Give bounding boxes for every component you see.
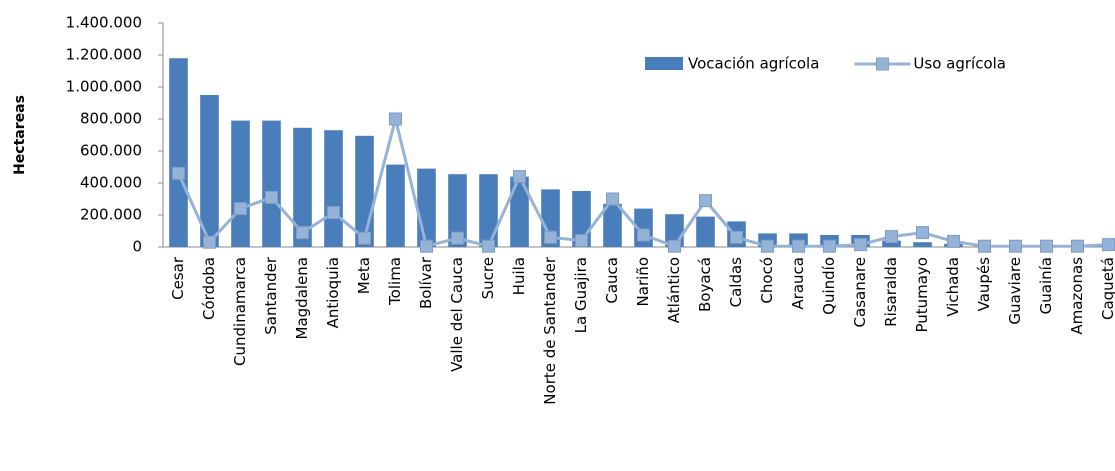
y-tick-label: 800.000 [80, 110, 142, 128]
y-axis-label: Hectareas [12, 95, 28, 175]
legend-label: Uso agrícola [913, 55, 1006, 73]
y-tick-label: 600.000 [80, 142, 142, 160]
bar [417, 168, 436, 247]
marker [606, 192, 619, 206]
bar [603, 203, 622, 247]
x-tick-label: Sucre [479, 257, 497, 299]
marker [699, 194, 712, 208]
marker [1102, 238, 1115, 252]
x-tick-label: Cauca [603, 257, 621, 304]
x-tick-label: Huila [510, 257, 528, 295]
y-tick-label: 1.400.000 [66, 14, 142, 32]
marker [916, 226, 929, 240]
bar [479, 174, 498, 247]
marker [761, 239, 774, 253]
x-tick-label: Guainía [1037, 257, 1055, 314]
marker [358, 231, 371, 245]
marker [234, 202, 247, 216]
marker [1009, 239, 1022, 253]
marker [327, 206, 340, 220]
marker [823, 239, 836, 253]
marker [792, 239, 805, 253]
marker [668, 239, 681, 253]
x-tick-label: Cundinamarca [231, 257, 249, 366]
x-tick-label: Risaralda [882, 257, 900, 327]
marker [978, 239, 991, 253]
x-tick-label: Vaupés [975, 257, 993, 312]
marker [389, 112, 402, 126]
y-tick-label: 1.000.000 [66, 78, 142, 96]
x-tick-label: Magdalena [293, 257, 311, 339]
x-tick-label: Caquetá [1099, 257, 1115, 320]
x-tick-label: Amazonas [1068, 257, 1086, 335]
x-tick-label: Chocó [758, 257, 776, 304]
marker [730, 230, 743, 244]
marker [575, 234, 588, 248]
marker [203, 235, 216, 249]
x-tick-label: Boyacá [696, 257, 714, 312]
marker [420, 239, 433, 253]
bar [386, 164, 405, 247]
y-tick-label: 0 [132, 238, 142, 256]
bar [696, 216, 715, 247]
x-tick-label: Meta [355, 257, 373, 294]
marker [947, 234, 960, 248]
bar [293, 127, 312, 247]
marker [885, 230, 898, 244]
bar [324, 130, 343, 247]
x-tick-label: Tolima [386, 257, 404, 306]
bar [200, 95, 219, 247]
bar [882, 240, 901, 247]
bar [231, 120, 250, 247]
x-tick-label: Quindío [820, 257, 838, 315]
marker [637, 228, 650, 242]
marker [172, 166, 185, 180]
legend-marker [875, 57, 889, 71]
bar [448, 174, 467, 247]
x-tick-label: Valle del Cauca [448, 257, 466, 372]
x-tick-label: Córdoba [200, 257, 218, 320]
marker [544, 230, 557, 244]
x-tick-label: Caldas [727, 257, 745, 308]
marker [482, 239, 495, 253]
bar [510, 176, 529, 247]
x-tick-label: La Guajira [572, 257, 590, 333]
legend-label: Vocación agrícola [688, 55, 819, 73]
bar [169, 58, 188, 248]
bar [355, 135, 374, 247]
x-tick-label: Cesar [169, 256, 187, 300]
x-tick-label: Putumayo [913, 257, 931, 333]
x-tick-label: Casanare [851, 257, 869, 327]
x-tick-label: Arauca [789, 257, 807, 310]
x-tick-label: Vichada [944, 257, 962, 317]
marker [451, 231, 464, 245]
y-tick-label: 1.200.000 [66, 46, 142, 64]
marker [854, 238, 867, 252]
x-tick-label: Guaviare [1006, 257, 1024, 325]
marker [265, 190, 278, 204]
x-tick-label: Bolívar [417, 256, 435, 309]
x-tick-label: Norte de Santander [541, 256, 559, 405]
x-tick-label: Santander [262, 256, 280, 335]
marker [296, 226, 309, 240]
x-tick-label: Atlántico [665, 257, 683, 323]
legend-swatch [645, 57, 683, 70]
y-tick-label: 400.000 [80, 174, 142, 192]
marker [1040, 239, 1053, 253]
marker [1071, 239, 1084, 253]
bar [262, 120, 281, 247]
x-tick-label: Antioquia [324, 257, 342, 328]
y-tick-label: 200.000 [80, 206, 142, 224]
marker [513, 170, 526, 184]
bar [913, 242, 932, 247]
x-tick-label: Nariño [634, 257, 652, 306]
